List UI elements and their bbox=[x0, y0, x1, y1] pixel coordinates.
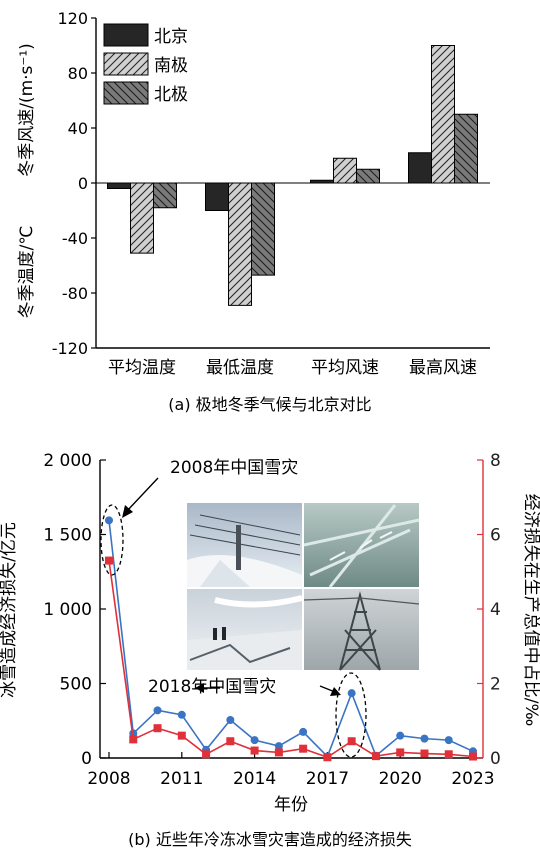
bar-南极-最低温度 bbox=[228, 182, 252, 306]
annotation-2018-ellipse bbox=[335, 672, 367, 758]
point-left-2008 bbox=[105, 516, 113, 525]
legend-swatch-北极 bbox=[103, 81, 149, 105]
chart-b-right-tick-label: 8 bbox=[490, 451, 501, 471]
point-right-2022 bbox=[444, 750, 453, 759]
point-right-2018 bbox=[347, 737, 356, 746]
chart-b-left-tick-label: 0 bbox=[81, 749, 92, 769]
chart-a-category-label: 平均温度 bbox=[108, 358, 176, 378]
chart-a-category-label: 平均风速 bbox=[311, 358, 379, 378]
chart-a-ylabel-lower: 冬季温度/℃ bbox=[17, 226, 37, 319]
chart-b-right-tick-label: 4 bbox=[490, 600, 501, 620]
point-left-2020 bbox=[396, 731, 405, 740]
chart-b-left-tick-label: 1 000 bbox=[43, 600, 92, 620]
annotation-2011-arrowhead bbox=[195, 683, 204, 693]
bar-北京-平均风速 bbox=[310, 179, 334, 184]
point-right-2010 bbox=[153, 724, 162, 733]
chart-b-xtick-label: 2014 bbox=[233, 769, 276, 789]
chart-a-ytick-label: -40 bbox=[62, 229, 88, 248]
point-left-2021 bbox=[420, 734, 429, 743]
chart-b-ylabel-right: 经济损失在生产总值中占比/‰ bbox=[521, 494, 540, 727]
inset-photos bbox=[187, 503, 420, 671]
point-left-2022 bbox=[444, 736, 453, 745]
photo-snow-power-lines bbox=[187, 503, 302, 587]
photo-ice-branches bbox=[303, 503, 420, 588]
chart-b-xtick-label: 2020 bbox=[379, 769, 422, 789]
annotation-2008-snow-disaster: 2008年中国雪灾 bbox=[170, 458, 298, 478]
chart-b-right-tick-label: 2 bbox=[490, 675, 501, 695]
bar-北京-平均温度 bbox=[107, 182, 131, 189]
bar-南极-最高风速 bbox=[431, 45, 455, 184]
point-right-2016 bbox=[299, 744, 308, 753]
annotation-2008-arrow bbox=[125, 477, 159, 513]
bar-北极-最低温度 bbox=[251, 182, 275, 276]
chart-b-ylabel-left: 冰雪造成经济损失/亿元 bbox=[0, 522, 19, 698]
chart-b-left-tick-label: 1 500 bbox=[43, 526, 92, 546]
chart-a-category-label: 最高风速 bbox=[409, 358, 477, 378]
chart-a-category-label: 最低温度 bbox=[206, 358, 274, 378]
chart-b-xtick-label: 2011 bbox=[160, 769, 203, 789]
chart-b-xtick-label: 2017 bbox=[306, 769, 349, 789]
bar-南极-平均风速 bbox=[333, 157, 357, 184]
chart-a-ylabel-upper: 冬季风速/(m·s⁻¹) bbox=[17, 43, 37, 177]
point-right-2014 bbox=[250, 746, 259, 755]
chart-b-left-tick-label: 2 000 bbox=[43, 451, 92, 471]
chart-a: 120 80 40 0 -40 -80 -120 平均温度 最低温度 平均风速 最高风速 冬季风速… bbox=[17, 9, 490, 414]
chart-b-xlabel: 年份 bbox=[274, 795, 308, 815]
point-left-2011 bbox=[177, 710, 186, 719]
chart-a-caption: (a) 极地冬季气候与北京对比 bbox=[168, 395, 371, 414]
point-left-2016 bbox=[299, 727, 308, 736]
point-right-2008 bbox=[105, 556, 113, 565]
legend-label: 南极 bbox=[154, 56, 188, 76]
chart-a-ytick-label: 120 bbox=[57, 9, 88, 28]
point-right-2021 bbox=[420, 749, 429, 758]
bar-南极-平均温度 bbox=[130, 182, 154, 254]
photo-iced-tower bbox=[303, 589, 420, 671]
legend-label: 北极 bbox=[154, 85, 188, 105]
legend-swatch-北京 bbox=[103, 23, 149, 47]
point-right-2020 bbox=[396, 748, 405, 757]
annotation-2018-snow-disaster: 2018年中国雪灾 bbox=[148, 677, 276, 697]
legend-label: 北京 bbox=[154, 27, 188, 47]
bar-北极-平均风速 bbox=[356, 168, 380, 184]
chart-a-ytick-label: 0 bbox=[78, 174, 88, 193]
point-right-2013 bbox=[226, 737, 235, 746]
point-right-2015 bbox=[274, 748, 283, 757]
chart-b-xtick-label: 2023 bbox=[451, 769, 494, 789]
chart-b-right-tick-label: 0 bbox=[490, 749, 501, 769]
chart-a-ytick-label: -120 bbox=[52, 339, 88, 358]
point-right-2009 bbox=[129, 735, 138, 744]
point-left-2010 bbox=[153, 706, 162, 715]
chart-b: 0 500 1 000 1 500 2 000 0 2 4 6 8 2008 2011 2014 2017… bbox=[0, 451, 540, 849]
photo-workers-iced-lines bbox=[187, 589, 303, 670]
point-right-2017 bbox=[323, 753, 332, 762]
point-right-2012 bbox=[202, 750, 211, 759]
annotation-2008-ellipse bbox=[100, 504, 124, 576]
annotation-2008-arrowhead bbox=[122, 505, 133, 518]
point-right-2019 bbox=[371, 752, 380, 761]
chart-b-left-tick-label: 500 bbox=[60, 675, 92, 695]
point-right-2011 bbox=[177, 731, 186, 740]
chart-a-ytick-label: 80 bbox=[68, 64, 88, 83]
point-left-2013 bbox=[226, 716, 235, 725]
series-line-right bbox=[108, 560, 474, 759]
bar-北极-平均温度 bbox=[153, 182, 177, 209]
bar-北极-最高风速 bbox=[454, 113, 478, 184]
chart-a-ytick-label: 40 bbox=[68, 119, 88, 138]
legend-swatch-南极 bbox=[103, 52, 149, 76]
chart-b-xtick-label: 2008 bbox=[87, 769, 130, 789]
chart-a-ytick-label: -80 bbox=[62, 284, 88, 303]
point-right-2023 bbox=[469, 752, 477, 761]
chart-b-caption: (b) 近些年冷冻冰雪灾害造成的经济损失 bbox=[128, 830, 412, 849]
point-left-2018 bbox=[347, 689, 356, 698]
point-left-2014 bbox=[250, 736, 259, 745]
chart-b-right-tick-label: 6 bbox=[490, 526, 501, 546]
point-left-2015 bbox=[274, 742, 283, 751]
bar-北京-最低温度 bbox=[205, 182, 229, 211]
bar-北京-最高风速 bbox=[408, 152, 432, 184]
series-line-left bbox=[108, 520, 474, 758]
